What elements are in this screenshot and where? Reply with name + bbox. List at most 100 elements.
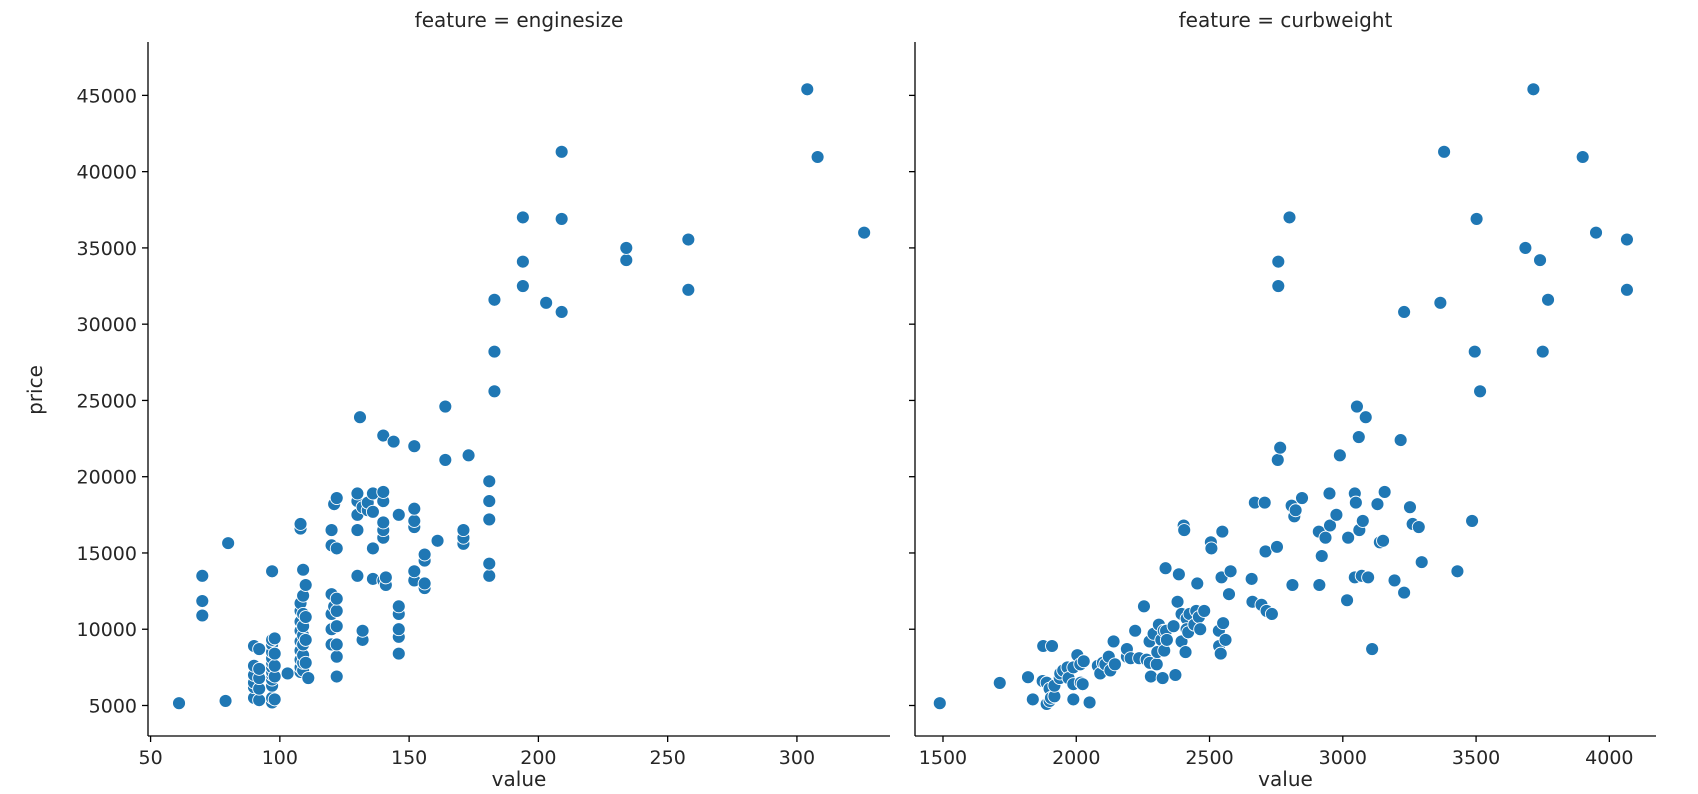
scatter-point xyxy=(1437,144,1452,159)
scatter-point xyxy=(515,254,530,269)
x-tick-label: 3000 xyxy=(1319,747,1367,769)
scatter-point xyxy=(681,282,696,297)
scatter-point xyxy=(1223,564,1238,579)
scatter-point xyxy=(1143,669,1158,684)
scatter-point xyxy=(1082,695,1097,710)
scatter-point xyxy=(1589,225,1603,240)
scatter-point xyxy=(1159,632,1174,647)
scatter-point xyxy=(329,637,344,652)
scatter-point xyxy=(329,603,344,618)
scatter-point xyxy=(1403,500,1417,515)
scatter-point xyxy=(1271,279,1286,293)
scatter-point xyxy=(265,564,280,579)
scatter-point xyxy=(1170,594,1185,609)
y-tick-label: 30000 xyxy=(77,314,137,336)
scatter-point xyxy=(1473,384,1488,399)
scatter-point xyxy=(1322,486,1337,501)
scatter-point xyxy=(1215,524,1230,539)
scatter-point xyxy=(1323,518,1337,533)
scatter-point xyxy=(1045,639,1059,653)
scatter-point xyxy=(1414,555,1429,570)
scatter-point xyxy=(350,486,365,501)
scatter-point xyxy=(1393,433,1408,448)
scatter-point xyxy=(301,671,316,685)
scatter-point xyxy=(267,646,282,661)
scatter-point xyxy=(353,410,367,425)
scatter-point xyxy=(391,599,406,614)
scatter-point xyxy=(329,541,344,556)
scatter-point xyxy=(195,568,210,583)
scatter-point xyxy=(407,501,422,516)
scatter-point xyxy=(252,661,267,676)
scatter-point xyxy=(365,541,380,556)
scatter-point xyxy=(1526,82,1541,97)
scatter-point xyxy=(329,669,344,684)
scatter-point xyxy=(1318,530,1333,545)
scatter-point xyxy=(438,452,453,467)
scatter-point xyxy=(1358,410,1373,425)
scatter-point xyxy=(376,515,391,530)
scatter-point xyxy=(1533,253,1548,268)
scatter-point xyxy=(1340,593,1355,608)
scatter-point xyxy=(515,279,530,293)
panel-curbweight: feature = curbweight 1500 2000 2500 3000 3500… xyxy=(909,8,1656,791)
scatter-point xyxy=(554,305,569,319)
scatter-point xyxy=(1465,513,1480,528)
x-tick-label: 2000 xyxy=(1052,747,1100,769)
y-tick-label: 35000 xyxy=(77,238,137,260)
scatter-point xyxy=(378,570,393,585)
scatter-point xyxy=(1149,657,1164,672)
y-tick-label: 5000 xyxy=(89,695,137,717)
scatter-point xyxy=(1619,232,1634,247)
scatter-point xyxy=(1158,561,1173,576)
scatter-point xyxy=(1066,692,1081,707)
scatter-point xyxy=(1257,495,1272,510)
scatter-point xyxy=(482,512,497,527)
scatter-point xyxy=(1197,603,1212,618)
x-tick-label: 150 xyxy=(391,747,427,769)
scatter-point xyxy=(800,82,815,97)
scatter-point xyxy=(293,517,308,531)
scatter-point xyxy=(391,646,406,661)
panel-title: feature = curbweight xyxy=(1179,8,1393,32)
scatter-point xyxy=(1213,646,1228,661)
scatter-point xyxy=(1370,497,1385,512)
scatter-point xyxy=(1535,344,1550,359)
scatter-point xyxy=(252,642,267,657)
scatter-point xyxy=(1295,491,1309,506)
scatter-point xyxy=(1222,587,1236,602)
scatter-point xyxy=(1137,599,1151,614)
scatter-point xyxy=(430,533,445,548)
scatter-point xyxy=(1361,570,1376,585)
scatter-point xyxy=(195,594,210,608)
scatter-point xyxy=(482,556,497,571)
scatter-point xyxy=(456,523,471,538)
scatter-point xyxy=(1575,150,1590,164)
scatter-point xyxy=(221,536,236,551)
scatter-point xyxy=(1355,513,1370,528)
scatter-point xyxy=(1348,495,1363,510)
scatter-point xyxy=(461,448,476,463)
scatter-point xyxy=(1273,440,1288,455)
scatter-point xyxy=(1377,485,1392,499)
x-tick-label: 4000 xyxy=(1585,747,1633,769)
x-axis-label: value xyxy=(492,767,547,791)
scatter-point xyxy=(1411,520,1426,534)
scatter-point xyxy=(482,494,497,509)
scatter-point xyxy=(1025,692,1040,707)
scatter-point xyxy=(482,568,497,583)
scatter-point xyxy=(417,576,432,591)
scatter-point xyxy=(1288,503,1303,518)
scatter-point xyxy=(1021,670,1035,685)
x-tick-label: 300 xyxy=(779,747,815,769)
scatter-point xyxy=(619,240,634,255)
scatter-point xyxy=(329,591,344,606)
scatter-point xyxy=(1190,576,1205,591)
scatter-point xyxy=(376,485,391,499)
scatter-point xyxy=(1166,619,1181,634)
scatter-point xyxy=(1397,305,1412,319)
scatter-point xyxy=(1128,623,1143,638)
scatter-point xyxy=(1332,448,1347,463)
scatter-point xyxy=(487,384,502,399)
scatter-point xyxy=(438,399,453,414)
